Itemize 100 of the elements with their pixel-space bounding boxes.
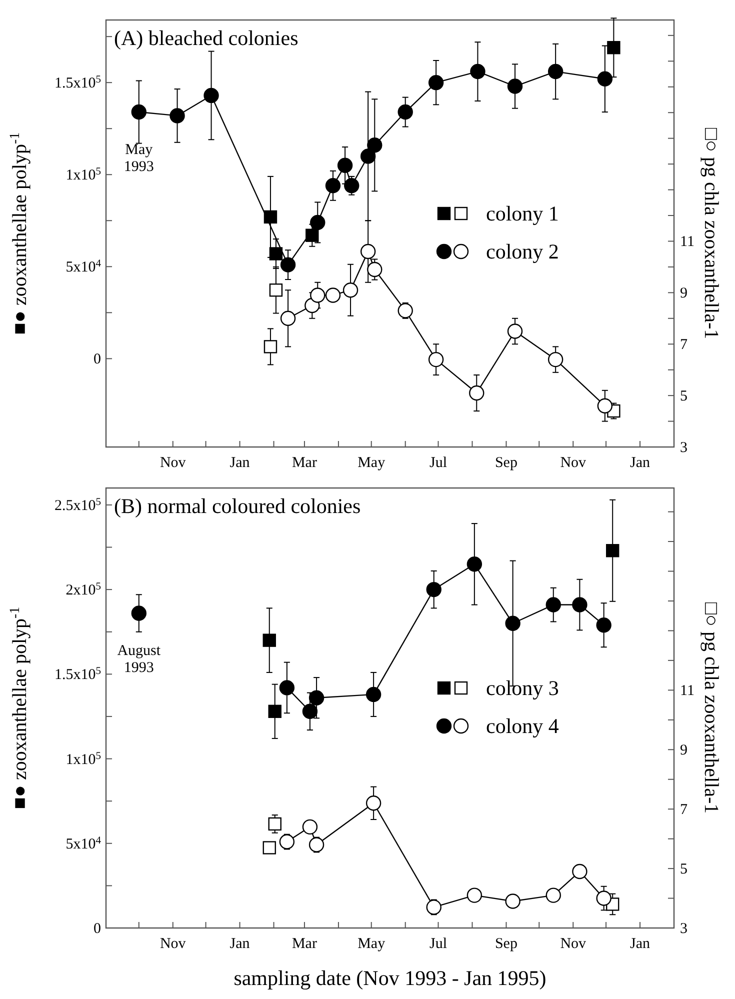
x-tick-label: Jan (230, 936, 250, 952)
point (398, 104, 413, 120)
y2-tick-label: 9 (680, 286, 688, 302)
point (302, 704, 318, 719)
point (546, 888, 561, 903)
point (268, 704, 282, 718)
chart-title: (B) normal coloured colonies (114, 494, 361, 518)
point (469, 385, 484, 401)
chart-title: (A) bleached colonies (114, 26, 298, 50)
y-tick-label: 1x10$^{5}$ (66, 750, 101, 768)
point (204, 88, 219, 104)
y2-axis-title: □○ pg chla zooxanthella-1 (700, 602, 722, 814)
y-tick-label: 5x10$^{4}$ (66, 258, 102, 276)
point (279, 680, 295, 696)
point (302, 819, 318, 835)
x-tick-label: Mar (292, 455, 317, 471)
point (269, 247, 283, 260)
point (597, 71, 613, 86)
y-tick-label: 2.5x10$^{5}$ (54, 496, 101, 514)
point (426, 900, 442, 915)
point (342, 282, 358, 298)
point (366, 686, 382, 702)
point (466, 556, 482, 572)
y-tick-label: 1.5x10$^{5}$ (54, 74, 101, 92)
y2-tick-label: 5 (680, 388, 688, 405)
point (310, 214, 326, 230)
annotation: May 1993 (124, 142, 154, 176)
point (607, 41, 620, 54)
point (325, 178, 341, 194)
point (507, 324, 523, 339)
legend-label: colony 4 (486, 714, 560, 738)
point (548, 352, 564, 368)
x-tick-label: Jul (429, 455, 448, 471)
point (428, 74, 444, 90)
point (505, 894, 520, 909)
point (366, 796, 382, 811)
point (279, 834, 295, 850)
y-tick-label: 0 (94, 352, 101, 368)
legend-label: colony 2 (486, 240, 559, 264)
point (280, 310, 296, 326)
x-tick-label: Mar (292, 936, 317, 952)
point (367, 138, 382, 153)
point (325, 288, 341, 303)
x-tick-label: Jan (230, 455, 250, 471)
x-tick-label: Sep (494, 455, 518, 471)
y-tick-label: 2x10$^{5}$ (66, 581, 101, 599)
point (264, 340, 278, 354)
point (360, 148, 376, 164)
point (470, 64, 486, 80)
y2-tick-label: 7 (680, 337, 688, 354)
point (548, 64, 564, 80)
point (505, 616, 520, 631)
point (596, 890, 612, 906)
point (308, 690, 324, 706)
x-tick-label: Nov (560, 455, 587, 471)
y-tick-label: 0 (94, 921, 101, 937)
point (546, 597, 561, 612)
x-tick-label: Jan (630, 455, 651, 471)
point (466, 888, 482, 903)
point (170, 108, 185, 124)
x-tick-label: Nov (160, 455, 186, 471)
point (597, 398, 613, 414)
y2-tick-label: 3 (680, 440, 688, 456)
x-axis-title: sampling date (Nov 1993 - Jan 1995) (234, 966, 546, 990)
legend-label: colony 1 (486, 202, 559, 226)
x-tick-label: Jan (630, 936, 651, 952)
y2-tick-label: 3 (680, 921, 688, 937)
point (606, 544, 620, 558)
x-tick-label: Jul (429, 936, 448, 952)
point (268, 817, 282, 831)
y-tick-label: 1x10$^{5}$ (66, 166, 101, 184)
point (262, 841, 276, 854)
point (344, 178, 360, 194)
legend-label: colony 3 (486, 676, 559, 700)
point (308, 837, 324, 852)
point (398, 303, 413, 318)
x-tick-label: Nov (560, 936, 587, 952)
point (131, 104, 146, 120)
point (131, 606, 146, 621)
y2-tick-label: 5 (680, 862, 688, 878)
y2-tick-label: 11 (680, 234, 694, 250)
point (572, 597, 588, 612)
point (360, 244, 376, 260)
y-tick-label: 5x10$^{4}$ (66, 834, 102, 852)
point (337, 158, 353, 173)
x-tick-label: May (358, 455, 386, 471)
y-tick-label: 1.5x10$^{5}$ (54, 666, 101, 684)
point (262, 634, 276, 647)
x-tick-label: May (358, 936, 386, 952)
annotation: August 1993 (117, 643, 162, 676)
point (428, 352, 444, 368)
point (572, 864, 588, 880)
point (507, 78, 523, 94)
point (596, 617, 612, 633)
y2-tick-label: 11 (680, 683, 694, 700)
point (269, 283, 283, 297)
y2-axis-title: □○ pg chla zooxanthella-1 (700, 128, 722, 340)
point (280, 257, 296, 272)
x-tick-label: Nov (160, 936, 186, 952)
x-tick-label: Sep (494, 936, 518, 952)
